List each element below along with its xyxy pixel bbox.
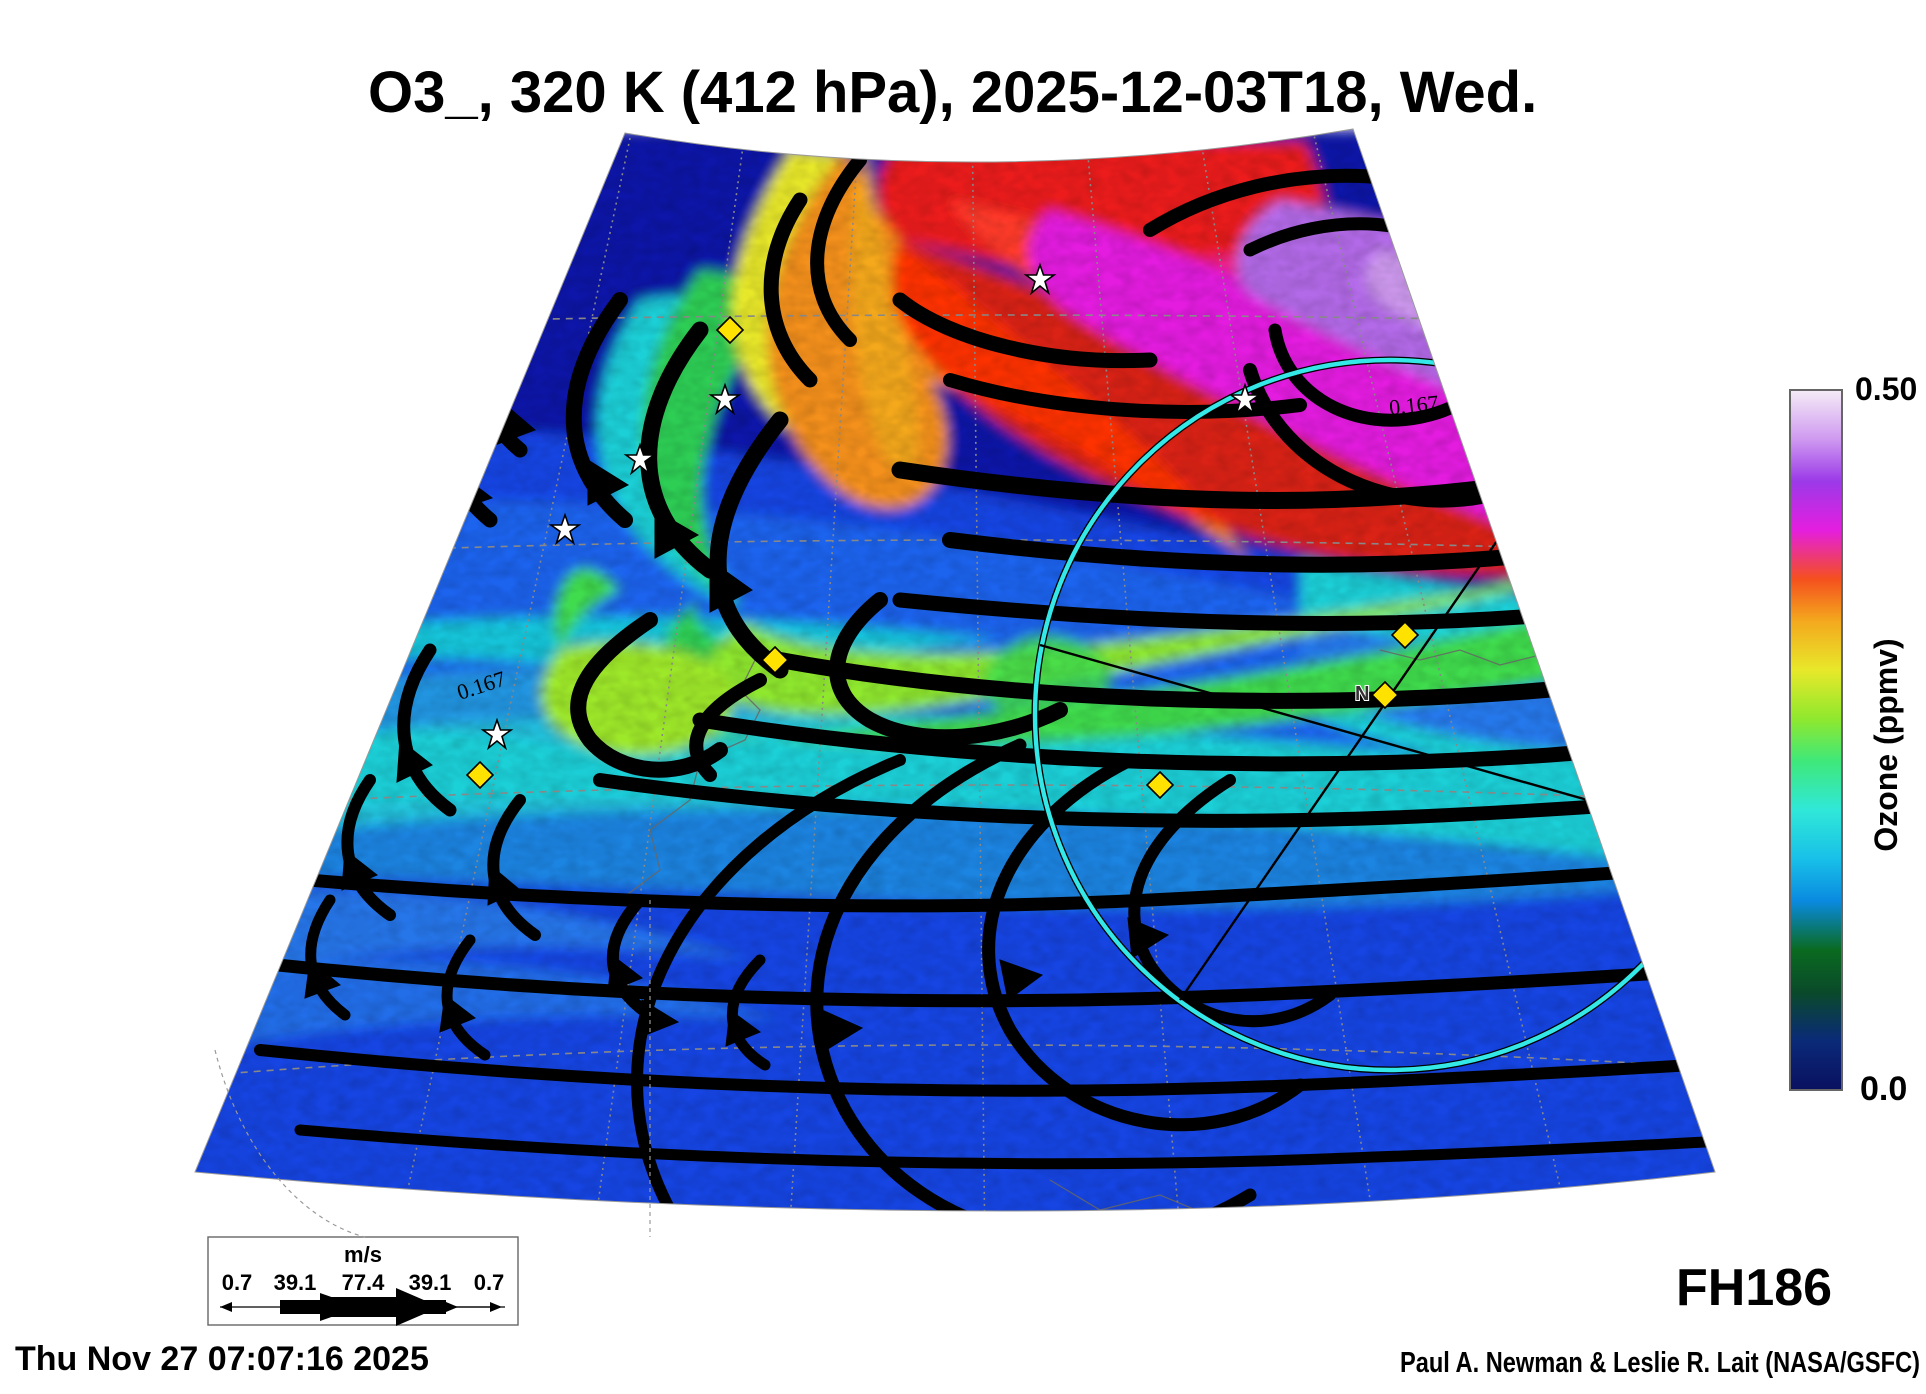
svg-text:FH186: FH186 [1676,1259,1832,1317]
svg-text:0.0: 0.0 [1860,1070,1907,1108]
svg-text:0.7: 0.7 [222,1270,253,1295]
svg-text:0.167: 0.167 [1388,390,1440,420]
svg-text:0.7: 0.7 [474,1270,505,1295]
svg-text:N: N [1355,683,1369,705]
svg-text:O3_, 320 K (412 hPa), 2025-12-: O3_, 320 K (412 hPa), 2025-12-03T18, Wed… [368,60,1537,125]
svg-text:39.1: 39.1 [274,1270,317,1295]
svg-text:m/s: m/s [344,1242,382,1267]
svg-text:Ozone (ppmv): Ozone (ppmv) [1868,638,1904,851]
svg-text:39.1: 39.1 [409,1270,452,1295]
svg-text:77.4: 77.4 [342,1270,386,1295]
svg-text:Thu Nov 27 07:07:16 2025: Thu Nov 27 07:07:16 2025 [15,1340,429,1378]
svg-text:Paul A. Newman & Leslie R. Lai: Paul A. Newman & Leslie R. Lait (NASA/GS… [1400,1347,1920,1379]
svg-text:0.50: 0.50 [1855,371,1917,407]
